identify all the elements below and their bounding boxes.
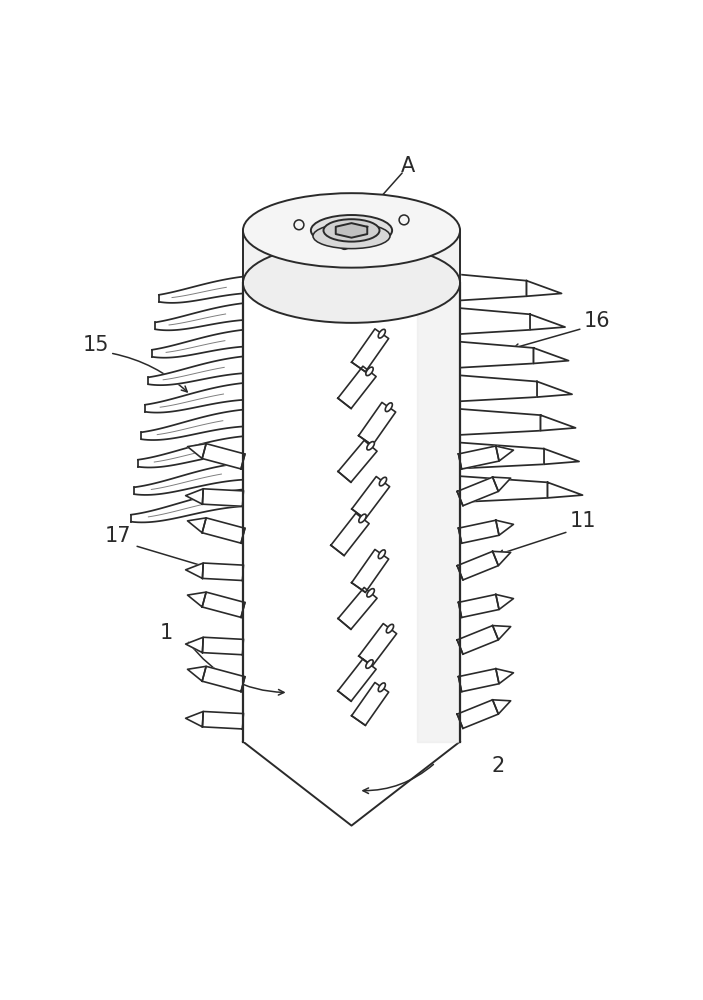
Polygon shape — [493, 626, 510, 640]
Ellipse shape — [311, 215, 392, 246]
Polygon shape — [159, 277, 243, 303]
Polygon shape — [534, 348, 569, 363]
Ellipse shape — [378, 683, 385, 692]
Text: 2: 2 — [492, 756, 505, 776]
Polygon shape — [188, 592, 206, 607]
Ellipse shape — [387, 624, 394, 633]
Polygon shape — [188, 518, 206, 533]
Polygon shape — [493, 700, 510, 714]
Ellipse shape — [380, 477, 387, 486]
Polygon shape — [460, 476, 548, 502]
Text: 1: 1 — [160, 623, 172, 643]
Polygon shape — [202, 563, 243, 581]
Polygon shape — [493, 477, 510, 491]
Polygon shape — [352, 549, 389, 592]
Text: 15: 15 — [83, 335, 109, 355]
Ellipse shape — [243, 193, 460, 268]
Polygon shape — [202, 637, 243, 655]
Polygon shape — [202, 444, 245, 469]
Text: A: A — [401, 156, 415, 176]
Polygon shape — [537, 382, 572, 397]
Polygon shape — [493, 551, 510, 566]
Text: 16: 16 — [583, 311, 610, 331]
Polygon shape — [352, 477, 389, 519]
Polygon shape — [243, 742, 460, 826]
Ellipse shape — [367, 589, 375, 597]
Polygon shape — [338, 366, 376, 409]
Ellipse shape — [385, 403, 392, 412]
Polygon shape — [145, 383, 243, 413]
Polygon shape — [141, 410, 243, 440]
Polygon shape — [496, 520, 513, 535]
Polygon shape — [186, 563, 203, 578]
Polygon shape — [460, 443, 544, 468]
Ellipse shape — [378, 550, 385, 559]
Polygon shape — [530, 314, 565, 330]
Polygon shape — [359, 402, 396, 445]
Polygon shape — [186, 637, 203, 653]
Polygon shape — [527, 281, 562, 296]
Polygon shape — [458, 594, 499, 617]
Polygon shape — [202, 592, 245, 617]
Ellipse shape — [378, 329, 385, 338]
Polygon shape — [131, 489, 243, 522]
Polygon shape — [155, 303, 243, 330]
Polygon shape — [541, 415, 576, 431]
Polygon shape — [188, 666, 206, 681]
Polygon shape — [496, 594, 513, 610]
Polygon shape — [417, 283, 460, 742]
Polygon shape — [457, 477, 498, 506]
Polygon shape — [243, 283, 460, 742]
Polygon shape — [460, 275, 527, 300]
Polygon shape — [496, 669, 513, 684]
Ellipse shape — [243, 243, 460, 323]
Text: 17: 17 — [105, 526, 131, 546]
Ellipse shape — [313, 223, 390, 249]
Polygon shape — [336, 223, 367, 238]
Polygon shape — [338, 659, 376, 701]
Polygon shape — [458, 520, 499, 543]
Polygon shape — [338, 440, 377, 482]
Polygon shape — [152, 330, 243, 358]
Polygon shape — [544, 449, 579, 464]
Polygon shape — [457, 551, 498, 580]
Ellipse shape — [323, 219, 380, 242]
Polygon shape — [496, 446, 513, 461]
Polygon shape — [331, 513, 369, 556]
Polygon shape — [458, 669, 499, 692]
Polygon shape — [134, 463, 243, 495]
Ellipse shape — [366, 660, 373, 668]
Ellipse shape — [367, 442, 375, 450]
Polygon shape — [460, 409, 541, 435]
Polygon shape — [202, 489, 243, 506]
Polygon shape — [352, 329, 389, 372]
Polygon shape — [186, 489, 203, 504]
Polygon shape — [460, 375, 537, 401]
Polygon shape — [460, 308, 530, 334]
Polygon shape — [188, 444, 206, 459]
Polygon shape — [243, 230, 460, 283]
Polygon shape — [338, 587, 377, 629]
Polygon shape — [460, 342, 534, 368]
Text: 11: 11 — [569, 511, 596, 531]
Polygon shape — [186, 711, 203, 727]
Polygon shape — [202, 666, 245, 692]
Polygon shape — [138, 436, 243, 467]
Polygon shape — [202, 711, 243, 729]
Polygon shape — [458, 446, 499, 469]
Polygon shape — [359, 624, 396, 666]
Ellipse shape — [366, 367, 373, 376]
Ellipse shape — [359, 514, 366, 523]
Polygon shape — [352, 682, 389, 725]
Polygon shape — [457, 626, 498, 654]
Polygon shape — [457, 700, 498, 728]
Polygon shape — [202, 518, 245, 543]
Polygon shape — [548, 482, 583, 498]
Polygon shape — [148, 356, 243, 385]
